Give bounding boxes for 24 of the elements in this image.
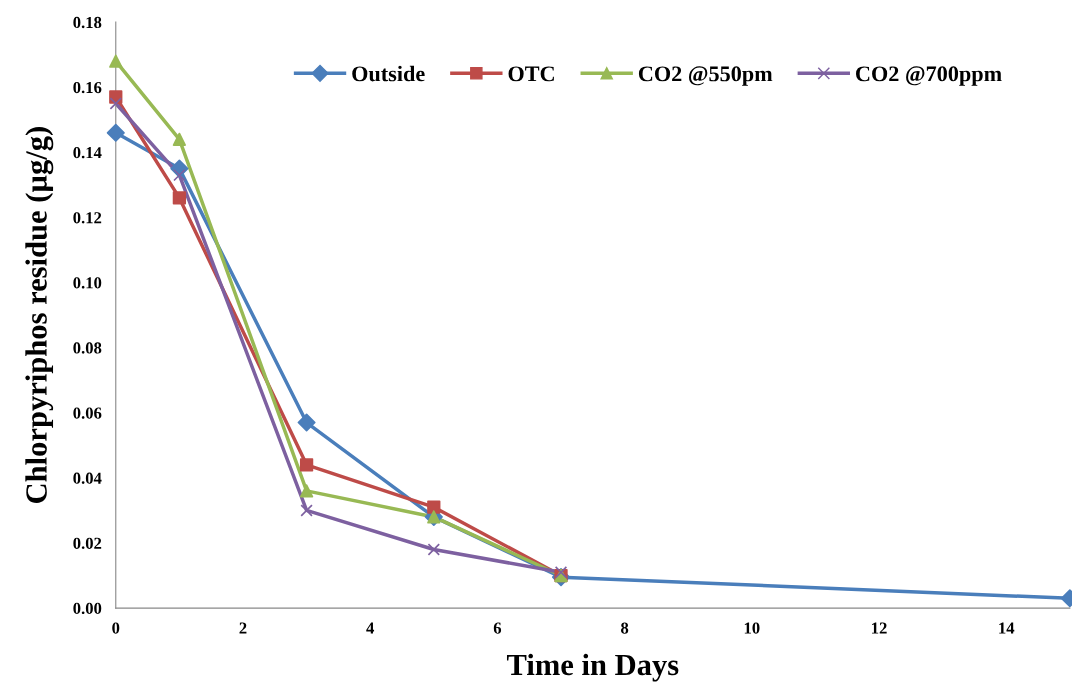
y-tick-label: 0.12 <box>73 212 102 224</box>
x-tick-label: 10 <box>744 622 760 634</box>
y-tick-label: 0.02 <box>73 537 102 549</box>
legend-label: CO2 @700ppm <box>856 66 1002 86</box>
y-tick-label: 0.18 <box>73 16 102 29</box>
x-tick-label: 4 <box>366 622 375 634</box>
x-tick-label: 6 <box>493 622 502 634</box>
y-tick-label: 0.16 <box>73 81 102 94</box>
x-tick-label: 0 <box>112 622 120 634</box>
y-tick-label: 0.00 <box>73 602 102 615</box>
x-axis-title: Time in Days <box>506 653 679 682</box>
y-tick-label: 0.06 <box>73 407 102 419</box>
x-tick-label: 2 <box>239 622 247 634</box>
y-axis-title: Chlorpyriphos residue (µg/g) <box>25 127 54 503</box>
y-tick-label: 0.10 <box>73 277 102 289</box>
y-tick-label: 0.04 <box>73 472 102 484</box>
legend-label: Outside <box>352 65 425 82</box>
y-tick-label: 0.08 <box>73 342 102 354</box>
x-tick-label: 8 <box>621 622 629 634</box>
y-tick-label: 0.14 <box>73 147 102 159</box>
legend-label: OTC <box>508 66 554 82</box>
x-tick-label: 14 <box>999 622 1015 634</box>
x-tick-label: 12 <box>872 622 887 634</box>
legend-label: CO2 @550pm <box>638 66 773 86</box>
